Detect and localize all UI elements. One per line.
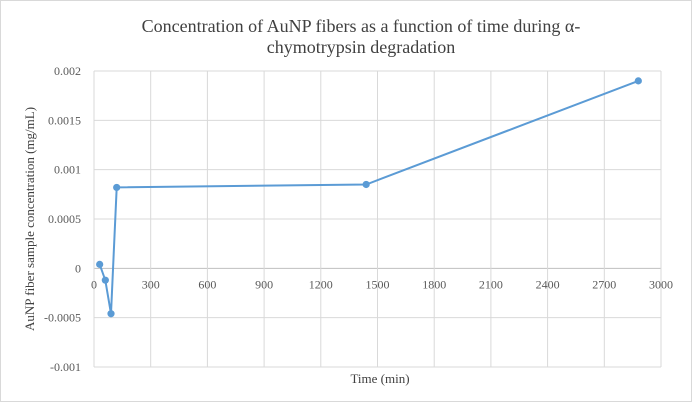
y-tick-label: -0.001 bbox=[50, 360, 81, 374]
y-tick-label: -0.0005 bbox=[44, 311, 81, 325]
x-tick-label: 2100 bbox=[479, 277, 503, 291]
x-tick-label: 900 bbox=[255, 277, 273, 291]
data-point bbox=[634, 77, 642, 85]
y-tick-label: 0.0015 bbox=[48, 113, 81, 127]
y-tick-labels: -0.001 -0.0005 0 0.0005 0.001 0.0015 0.002 bbox=[44, 64, 81, 374]
chart-title-line-2: chymotrypsin degradation bbox=[267, 37, 455, 57]
x-tick-label: 0 bbox=[91, 277, 97, 291]
y-tick-label: 0 bbox=[75, 261, 81, 275]
x-tick-label: 1200 bbox=[309, 277, 333, 291]
data-point bbox=[362, 180, 370, 189]
data-point bbox=[113, 183, 121, 192]
series-group bbox=[96, 77, 642, 318]
y-tick-label: 0.002 bbox=[54, 64, 81, 78]
x-axis-label: Time (min) bbox=[350, 371, 409, 386]
chart-title-line-1: Concentration of AuNP fibers as a functi… bbox=[142, 16, 581, 36]
x-tick-label: 2700 bbox=[592, 277, 616, 291]
x-tick-label: 1500 bbox=[366, 277, 390, 291]
x-tick-label: 1800 bbox=[422, 277, 446, 291]
x-tick-label: 300 bbox=[142, 277, 160, 291]
y-tick-label: 0.001 bbox=[54, 163, 81, 177]
x-tick-label: 600 bbox=[198, 277, 216, 291]
y-axis-label: AuNP fiber sample concentration (mg/mL) bbox=[22, 107, 37, 331]
data-point bbox=[101, 276, 109, 284]
y-tick-label: 0.0005 bbox=[48, 212, 81, 226]
data-point bbox=[107, 310, 115, 318]
grid-lines bbox=[93, 70, 662, 368]
x-tick-label: 3000 bbox=[649, 277, 673, 291]
x-tick-labels: 0 300 600 900 1200 1500 1800 2100 2400 2700 3000 bbox=[91, 277, 673, 291]
x-tick-label: 2400 bbox=[536, 277, 560, 291]
data-point bbox=[96, 260, 104, 268]
